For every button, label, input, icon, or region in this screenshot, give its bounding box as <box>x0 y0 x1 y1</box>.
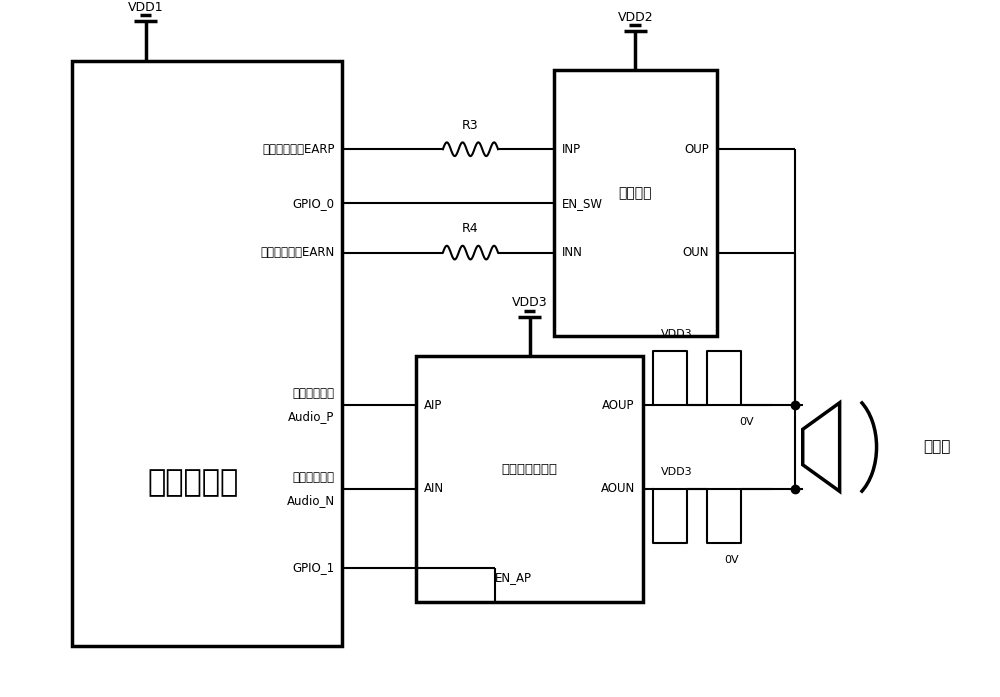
Text: 音频输出负端: 音频输出负端 <box>293 470 335 484</box>
Text: Audio_N: Audio_N <box>286 494 335 507</box>
Bar <box>72 61 342 646</box>
Text: 0V: 0V <box>724 555 739 565</box>
Text: Audio_P: Audio_P <box>288 411 335 424</box>
Text: VDD1: VDD1 <box>128 1 163 14</box>
Text: R4: R4 <box>462 222 479 235</box>
Text: OUP: OUP <box>684 143 709 155</box>
Bar <box>416 356 643 602</box>
Text: GPIO_1: GPIO_1 <box>292 561 335 574</box>
Text: 听筒输出正端EARP: 听筒输出正端EARP <box>262 143 335 155</box>
Text: 音频处理器: 音频处理器 <box>148 468 239 497</box>
Text: EN_SW: EN_SW <box>562 197 603 210</box>
Text: 音频功率放大器: 音频功率放大器 <box>502 463 558 475</box>
Text: INN: INN <box>562 246 583 259</box>
Text: 0V: 0V <box>739 417 753 427</box>
Text: R3: R3 <box>462 118 479 132</box>
Text: AOUN: AOUN <box>601 482 635 496</box>
Text: 听筒输出负端EARN: 听筒输出负端EARN <box>260 246 335 259</box>
Text: 模拟开关: 模拟开关 <box>619 187 652 201</box>
Text: VDD2: VDD2 <box>618 11 653 24</box>
Text: INP: INP <box>562 143 581 155</box>
Text: AOUP: AOUP <box>602 399 635 412</box>
Text: 音频输出正端: 音频输出正端 <box>293 387 335 400</box>
Text: 扬声器: 扬声器 <box>923 440 951 454</box>
Text: VDD3: VDD3 <box>512 296 547 309</box>
Text: OUN: OUN <box>682 246 709 259</box>
Text: GPIO_0: GPIO_0 <box>293 197 335 210</box>
Bar <box>554 70 717 336</box>
Text: EN_AP: EN_AP <box>495 571 532 584</box>
Text: AIP: AIP <box>424 399 443 412</box>
Text: VDD3: VDD3 <box>661 467 693 477</box>
Text: VDD3: VDD3 <box>661 329 693 339</box>
Text: AIN: AIN <box>424 482 444 496</box>
